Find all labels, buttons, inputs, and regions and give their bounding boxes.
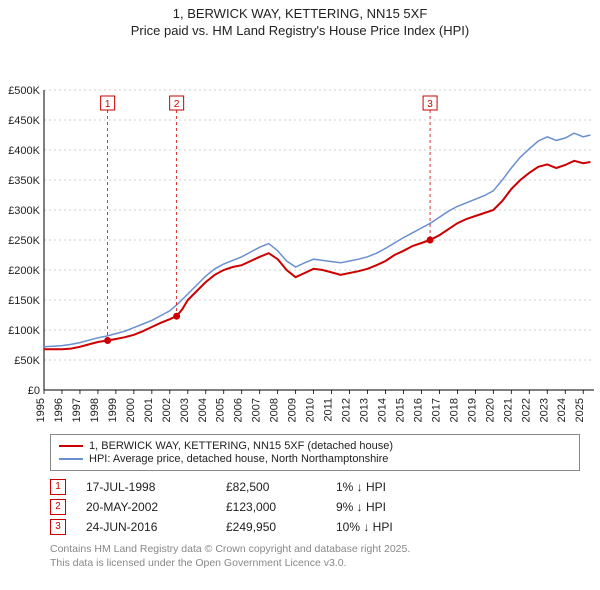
svg-text:£300K: £300K bbox=[8, 205, 40, 217]
svg-text:2017: 2017 bbox=[430, 398, 442, 422]
sale-pct-vs-hpi: 1% ↓ HPI bbox=[336, 480, 456, 494]
chart-title-line2: Price paid vs. HM Land Registry's House … bbox=[0, 23, 600, 42]
svg-text:2006: 2006 bbox=[233, 398, 245, 422]
sale-marker-icon: 1 bbox=[50, 479, 66, 495]
svg-text:2009: 2009 bbox=[287, 398, 299, 422]
sales-row: 2 20-MAY-2002£123,0009% ↓ HPI bbox=[50, 499, 580, 515]
legend-swatch bbox=[59, 458, 83, 460]
legend-swatch bbox=[59, 445, 83, 447]
svg-text:2001: 2001 bbox=[143, 398, 155, 422]
series-price_paid bbox=[44, 161, 590, 349]
svg-text:1997: 1997 bbox=[71, 398, 83, 422]
svg-text:£250K: £250K bbox=[8, 235, 40, 247]
svg-text:2013: 2013 bbox=[359, 398, 371, 422]
svg-text:£500K: £500K bbox=[8, 85, 40, 97]
sale-date: 24-JUN-2016 bbox=[86, 520, 226, 534]
legend-label: 1, BERWICK WAY, KETTERING, NN15 5XF (det… bbox=[89, 440, 393, 452]
legend: 1, BERWICK WAY, KETTERING, NN15 5XF (det… bbox=[50, 434, 580, 471]
svg-text:2: 2 bbox=[174, 99, 180, 110]
sale-price: £82,500 bbox=[226, 480, 336, 494]
svg-text:2015: 2015 bbox=[394, 398, 406, 422]
sale-marker-icon: 2 bbox=[50, 499, 66, 515]
legend-item: 1, BERWICK WAY, KETTERING, NN15 5XF (det… bbox=[59, 440, 571, 452]
sale-price: £123,000 bbox=[226, 500, 336, 514]
sales-row: 1 17-JUL-1998£82,5001% ↓ HPI bbox=[50, 479, 580, 495]
svg-text:£0: £0 bbox=[28, 385, 40, 397]
svg-text:2023: 2023 bbox=[538, 398, 550, 422]
svg-text:£200K: £200K bbox=[8, 265, 40, 277]
svg-text:2011: 2011 bbox=[323, 398, 335, 422]
svg-text:£450K: £450K bbox=[8, 115, 40, 127]
svg-text:1: 1 bbox=[105, 99, 111, 110]
svg-text:2020: 2020 bbox=[484, 398, 496, 422]
svg-text:£150K: £150K bbox=[8, 295, 40, 307]
sales-table: 1 17-JUL-1998£82,5001% ↓ HPI 2 20-MAY-2002£… bbox=[50, 479, 580, 535]
svg-text:1999: 1999 bbox=[107, 398, 119, 422]
svg-text:2005: 2005 bbox=[215, 398, 227, 422]
chart-title-line1: 1, BERWICK WAY, KETTERING, NN15 5XF bbox=[0, 0, 600, 23]
svg-text:1996: 1996 bbox=[53, 398, 65, 422]
svg-text:2014: 2014 bbox=[377, 398, 389, 422]
svg-text:£100K: £100K bbox=[8, 325, 40, 337]
svg-text:1998: 1998 bbox=[89, 398, 101, 422]
svg-text:2018: 2018 bbox=[448, 398, 460, 422]
svg-text:2000: 2000 bbox=[125, 398, 137, 422]
svg-text:2025: 2025 bbox=[574, 398, 586, 422]
attribution: Contains HM Land Registry data © Crown c… bbox=[50, 543, 580, 570]
sale-marker-icon: 3 bbox=[50, 519, 66, 535]
sale-pct-vs-hpi: 10% ↓ HPI bbox=[336, 520, 456, 534]
legend-label: HPI: Average price, detached house, Nort… bbox=[89, 453, 388, 465]
sales-row: 3 24-JUN-2016£249,95010% ↓ HPI bbox=[50, 519, 580, 535]
svg-text:2002: 2002 bbox=[161, 398, 173, 422]
svg-text:£400K: £400K bbox=[8, 145, 40, 157]
line-chart: £0 £50K £100K £150K £200K £250K £300K £350K £400… bbox=[0, 42, 600, 430]
svg-text:2012: 2012 bbox=[341, 398, 353, 422]
sale-pct-vs-hpi: 9% ↓ HPI bbox=[336, 500, 456, 514]
svg-text:2021: 2021 bbox=[502, 398, 514, 422]
svg-text:2003: 2003 bbox=[179, 398, 191, 422]
sale-price: £249,950 bbox=[226, 520, 336, 534]
chart-container: 1, BERWICK WAY, KETTERING, NN15 5XF Pric… bbox=[0, 0, 600, 570]
svg-text:£50K: £50K bbox=[14, 355, 40, 367]
legend-item: HPI: Average price, detached house, Nort… bbox=[59, 453, 571, 465]
svg-text:2019: 2019 bbox=[466, 398, 478, 422]
svg-text:£350K: £350K bbox=[8, 175, 40, 187]
attribution-line1: Contains HM Land Registry data © Crown c… bbox=[50, 543, 580, 557]
svg-text:3: 3 bbox=[427, 99, 433, 110]
sale-date: 17-JUL-1998 bbox=[86, 480, 226, 494]
sale-date: 20-MAY-2002 bbox=[86, 500, 226, 514]
svg-text:2007: 2007 bbox=[251, 398, 263, 422]
svg-text:2004: 2004 bbox=[197, 398, 209, 422]
svg-text:2016: 2016 bbox=[412, 398, 424, 422]
svg-text:2022: 2022 bbox=[520, 398, 532, 422]
svg-text:1995: 1995 bbox=[35, 398, 47, 422]
attribution-line2: This data is licensed under the Open Gov… bbox=[50, 557, 580, 571]
svg-text:2008: 2008 bbox=[269, 398, 281, 422]
svg-text:2024: 2024 bbox=[556, 398, 568, 422]
svg-text:2010: 2010 bbox=[305, 398, 317, 422]
